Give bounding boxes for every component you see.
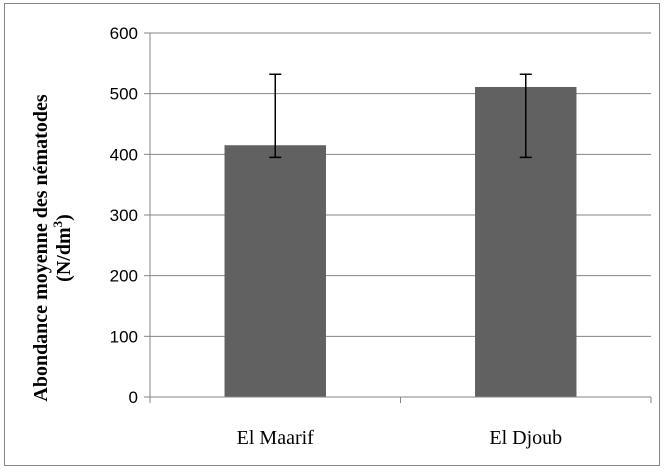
y-axis-title-2: (N/dm3) bbox=[50, 214, 75, 282]
y-axis-unit-close: ) bbox=[53, 214, 75, 221]
x-tick-label: El Maarif bbox=[237, 427, 315, 449]
y-tick-label: 400 bbox=[110, 145, 138, 164]
y-axis-title-line1: Abondance moyenne des nématodes bbox=[30, 94, 52, 401]
y-axis-unit-superscript: 3 bbox=[50, 220, 65, 227]
error-bar bbox=[269, 73, 282, 159]
y-tick-label: 500 bbox=[110, 85, 138, 104]
x-tick-labels: El Maarif El Djoub bbox=[237, 427, 562, 449]
y-tick-label: 200 bbox=[110, 267, 138, 286]
y-tick-label: 100 bbox=[110, 327, 138, 346]
bar-el-maarif bbox=[224, 145, 326, 397]
y-axis-unit: (N/dm bbox=[53, 227, 75, 282]
y-tick-label: 600 bbox=[110, 24, 138, 43]
error-bar bbox=[519, 73, 532, 159]
y-tick-labels: 0 100 200 300 400 500 600 bbox=[110, 24, 138, 407]
y-tick-label: 0 bbox=[129, 388, 138, 407]
y-axis-title: Abondance moyenne des nématodes bbox=[30, 94, 52, 401]
y-tick-label: 300 bbox=[110, 206, 138, 225]
error-bars bbox=[269, 73, 532, 159]
y-axis-title-line2: (N/dm3) bbox=[50, 214, 75, 282]
axes bbox=[149, 33, 652, 403]
bars bbox=[224, 86, 577, 397]
x-tick-label: El Djoub bbox=[489, 427, 562, 449]
